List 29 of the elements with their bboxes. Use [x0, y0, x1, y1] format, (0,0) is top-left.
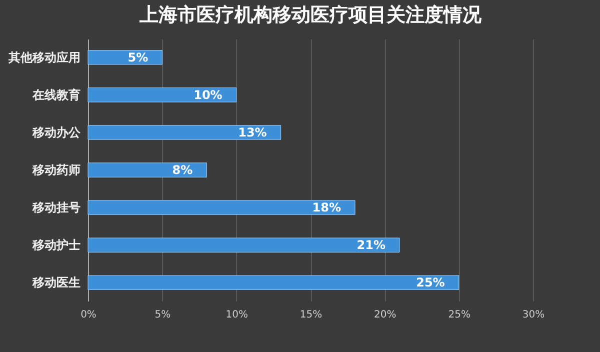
bar	[88, 88, 237, 102]
x-tick-label: 10%	[226, 310, 248, 320]
x-tick-label: 15%	[300, 310, 322, 320]
bar	[88, 200, 356, 215]
bar	[88, 275, 460, 290]
x-tick-label: 25%	[448, 310, 470, 320]
y-tick-label: 移动办公	[32, 125, 82, 140]
bar	[88, 125, 282, 140]
y-tick-label: 其他移动应用	[8, 50, 80, 64]
data-label: 10%	[194, 88, 222, 102]
data-label: 13%	[238, 125, 267, 140]
y-tick-label: 移动护士	[32, 238, 80, 252]
y-tick-label: 移动医生	[32, 276, 80, 290]
chart-title: 上海市医疗机构移动医疗项目关注度情况	[138, 4, 482, 26]
data-label: 25%	[416, 276, 445, 290]
x-tick-label: 5%	[154, 310, 171, 320]
bar	[88, 50, 162, 65]
data-label: 5%	[128, 50, 148, 64]
data-label: 21%	[356, 238, 386, 252]
x-tick-label: 0%	[80, 310, 96, 320]
bar	[88, 238, 400, 252]
y-tick-label: 在线教育	[32, 88, 80, 102]
data-label: 8%	[172, 163, 193, 177]
y-tick-label: 移动药师	[32, 163, 80, 177]
y-tick-label: 移动挂号	[32, 200, 80, 215]
bar	[88, 162, 207, 178]
data-label: 18%	[312, 200, 341, 215]
x-tick-label: 20%	[374, 310, 396, 320]
x-tick-label: 30%	[522, 310, 545, 320]
